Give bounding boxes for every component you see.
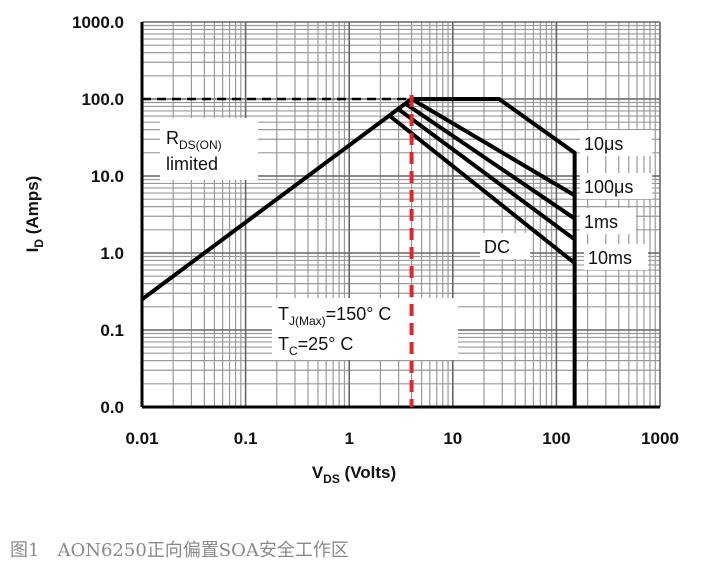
series-line [403, 101, 576, 221]
annotation: RDS(ON) [166, 128, 222, 152]
series-label: 1ms [584, 212, 618, 232]
y-tick-label: 0.1 [100, 321, 124, 340]
annotation: TJ(Max)=150° C [278, 304, 391, 328]
label-box [580, 208, 636, 234]
annotation-sub: DS(ON) [179, 138, 222, 152]
annotation-sub: J(Max) [289, 314, 326, 328]
limit-line [140, 97, 413, 301]
annotation: limited [166, 154, 218, 174]
x-tick-label: 100 [542, 429, 570, 448]
series-label: 10ms [588, 248, 632, 268]
series-label: 10μs [584, 134, 623, 154]
annotation-text: =25° C [298, 334, 354, 354]
annotation-text: R [166, 128, 179, 148]
label-box [580, 173, 652, 199]
y-tick-label: 100.0 [81, 90, 124, 109]
annotation-text: T [278, 304, 289, 324]
annotation-text: =150° C [326, 304, 392, 324]
y-tick-label: 0.0 [100, 398, 124, 417]
label-box [160, 118, 258, 180]
annotation: TC=25° C [278, 334, 353, 358]
series-line [410, 97, 576, 198]
series-line [411, 97, 577, 407]
label-box [480, 233, 530, 259]
x-tick-label: 10 [443, 429, 462, 448]
series-line [395, 106, 576, 242]
y-tick-label: 1.0 [100, 244, 124, 263]
series-line [387, 113, 576, 265]
caption: 图1 AON6250正向偏置SOA安全工作区 [10, 540, 349, 561]
y-axis-label: ID (Amps) [23, 176, 46, 253]
y-tick-label: 1000.0 [72, 13, 124, 32]
x-tick-label: 0.01 [125, 429, 158, 448]
x-tick-label: 1 [344, 429, 353, 448]
series-label: 100μs [584, 177, 633, 197]
x-axis-label: VDS (Volts) [312, 463, 396, 486]
x-tick-label: 0.1 [234, 429, 258, 448]
annotation-sub: C [289, 344, 298, 358]
annotation-text: T [278, 334, 289, 354]
label-box [584, 244, 648, 270]
label-box [580, 130, 652, 156]
label-box [272, 298, 458, 360]
x-tick-label: 1000 [641, 429, 679, 448]
y-tick-label: 10.0 [91, 167, 124, 186]
series-label: DC [484, 237, 510, 257]
